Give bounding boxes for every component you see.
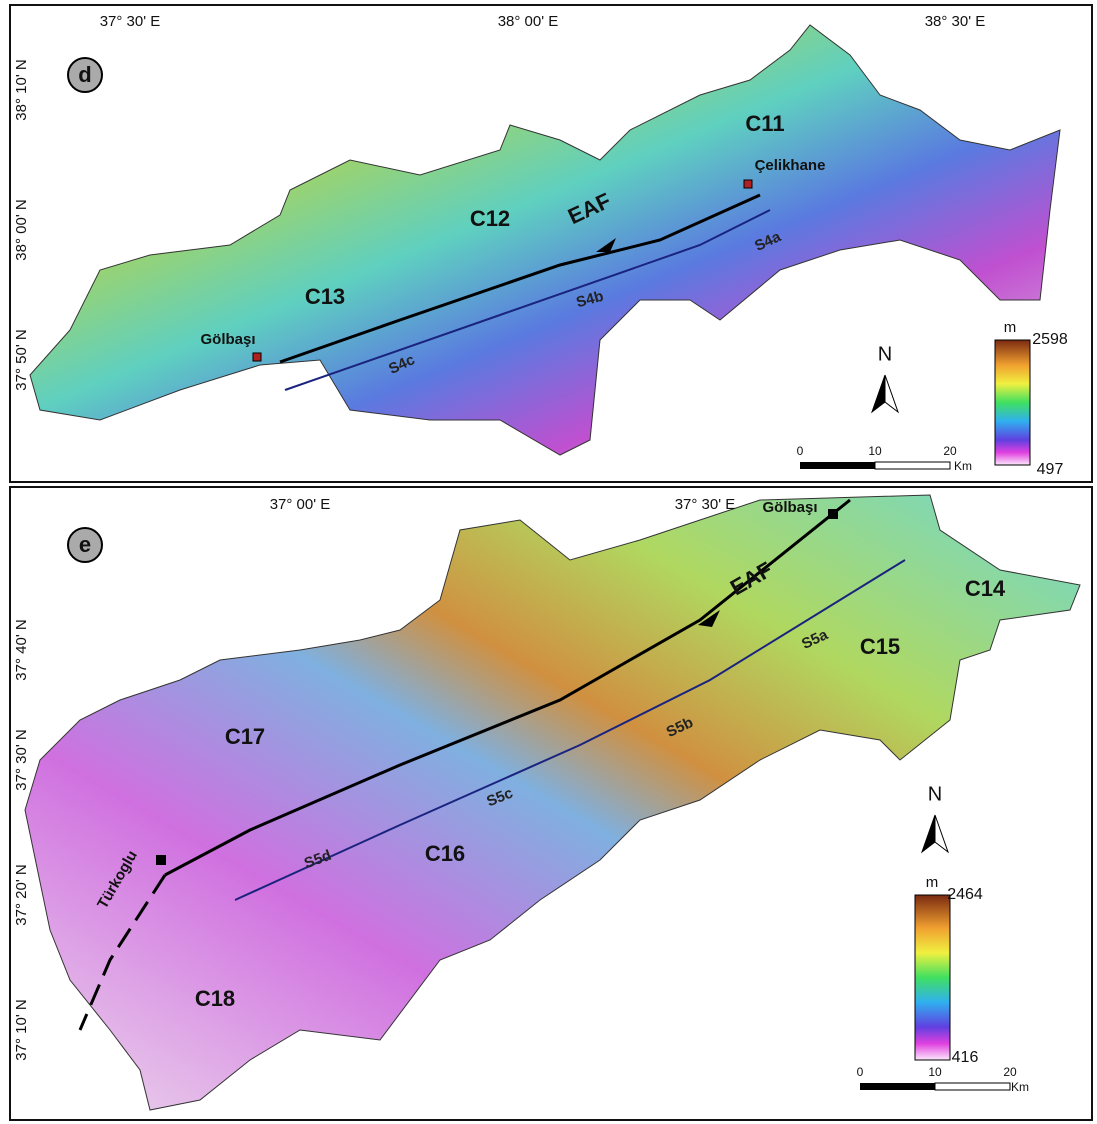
latitude-label: 38° 00' N	[13, 199, 30, 260]
elevation-bar	[995, 340, 1030, 465]
legend-max: 2464	[947, 886, 983, 903]
catchment-label: C11	[745, 111, 784, 136]
legend-unit: m	[926, 874, 939, 891]
latitude-label: 37° 10' N	[13, 999, 30, 1060]
place-label: Çelikhane	[755, 157, 826, 174]
catchment-label: C18	[195, 986, 235, 1011]
catchment-label: C17	[225, 724, 265, 749]
place-marker	[828, 509, 838, 519]
place-label: Gölbaşı	[762, 499, 817, 516]
latitude-label: 37° 30' N	[13, 729, 30, 790]
catchment-label: C12	[470, 206, 510, 231]
longitude-label: 37° 00' E	[270, 496, 331, 513]
scale-bar	[935, 1083, 1010, 1090]
scale-bar	[800, 462, 875, 469]
scale-unit: Km	[954, 459, 972, 473]
scale-tick: 10	[868, 444, 882, 458]
longitude-label: 37° 30' E	[675, 496, 736, 513]
catchment-label: C16	[425, 841, 465, 866]
legend-min: 497	[1037, 461, 1064, 478]
panel-label: d	[78, 62, 91, 87]
north-label: N	[878, 343, 892, 365]
longitude-label: 38° 30' E	[925, 13, 986, 30]
catchment-label: C15	[860, 634, 900, 659]
scale-tick: 0	[857, 1065, 864, 1079]
legend-max: 2598	[1032, 331, 1068, 348]
catchment-label: C13	[305, 284, 345, 309]
latitude-label: 37° 50' N	[13, 329, 30, 390]
figure: 37° 30' E 38° 00' E 38° 30' E 38° 10' N 38° …	[0, 0, 1097, 1124]
place-marker	[156, 855, 166, 865]
latitude-label: 37° 20' N	[13, 864, 30, 925]
north-label: N	[928, 783, 942, 805]
longitude-label: 37° 30' E	[100, 13, 161, 30]
longitude-label: 38° 00' E	[498, 13, 559, 30]
latitude-label: 37° 40' N	[13, 619, 30, 680]
scale-tick: 10	[928, 1065, 942, 1079]
elevation-bar	[915, 895, 950, 1060]
scale-bar	[860, 1083, 935, 1090]
legend-min: 416	[952, 1049, 979, 1066]
scale-unit: Km	[1011, 1080, 1029, 1094]
panel-label: e	[79, 532, 91, 557]
scale-bar	[875, 462, 950, 469]
place-label: Gölbaşı	[200, 331, 255, 348]
place-marker	[744, 180, 752, 188]
scale-tick: 20	[1003, 1065, 1017, 1079]
place-marker	[253, 353, 261, 361]
catchment-label: C14	[965, 576, 1006, 601]
legend-unit: m	[1004, 319, 1017, 336]
latitude-label: 38° 10' N	[13, 59, 30, 120]
scale-tick: 20	[943, 444, 957, 458]
scale-tick: 0	[797, 444, 804, 458]
